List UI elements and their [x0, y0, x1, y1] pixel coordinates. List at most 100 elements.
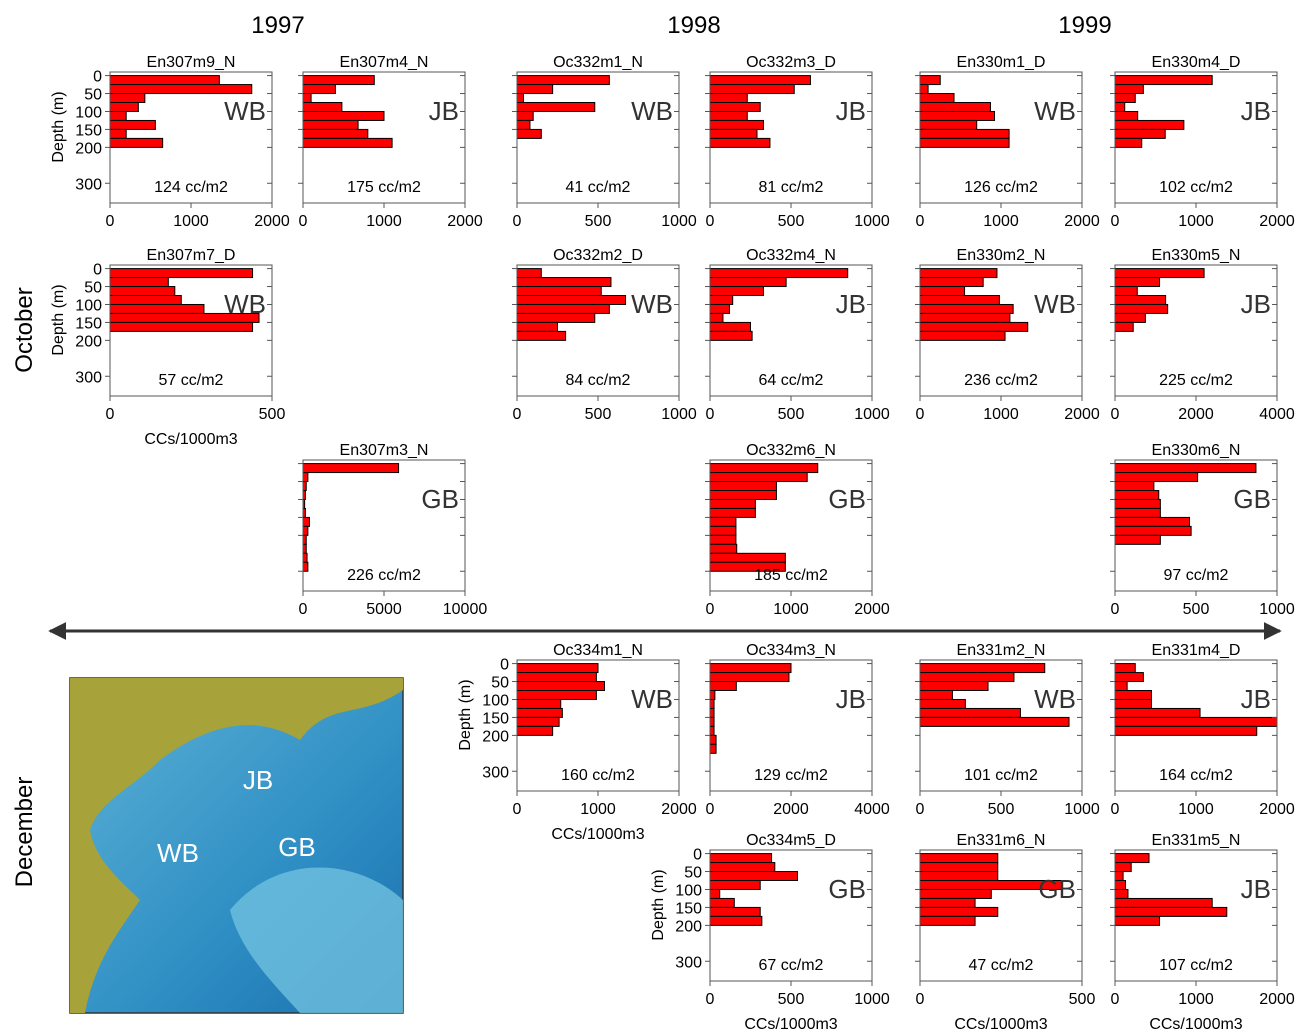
bar [302, 84, 336, 95]
bar [709, 681, 737, 692]
x-axis-label: CCs/1000m3 [144, 431, 237, 448]
x-tick-label: 0 [299, 601, 308, 618]
bar [919, 137, 1010, 148]
x-tick-label: 1000 [580, 801, 616, 818]
year-label: 1997 [251, 12, 304, 39]
bar [516, 681, 605, 692]
bar [516, 716, 560, 727]
y-tick-label: 300 [75, 369, 102, 386]
x-tick-label: 1000 [366, 213, 402, 230]
bar [1114, 321, 1134, 332]
panel: 0 1000 2000 En330m4_D JB 102 cc/m2 [1110, 54, 1295, 230]
bar [1114, 915, 1161, 926]
x-tick-label: 1000 [173, 213, 209, 230]
bar [709, 543, 738, 554]
basin-label: JB [1241, 96, 1271, 126]
y-tick-label: 100 [482, 692, 509, 709]
bar [302, 110, 385, 121]
panel-title: En330m2_N [957, 247, 1046, 264]
panel: 0 500 1000 Oc332m2_D WB 84 cc/m2 [512, 247, 697, 423]
bar [709, 463, 819, 474]
panel: 0 1000 2000 Oc332m6_N GB 185 cc/m2 [705, 442, 890, 618]
y-tick-label: 0 [93, 69, 102, 86]
x-tick-label: 10000 [443, 601, 488, 618]
bar [516, 698, 562, 709]
bar [109, 93, 146, 104]
bar [709, 552, 786, 563]
x-tick-label: 0 [916, 801, 925, 818]
basin-label: GB [1233, 484, 1271, 514]
y-tick-label: 100 [675, 882, 702, 899]
bar [302, 119, 359, 130]
bar [709, 268, 849, 279]
bar [302, 128, 369, 139]
bar [516, 330, 567, 341]
y-tick-label: 200 [482, 728, 509, 745]
basin-label: WB [224, 289, 266, 319]
bar [1114, 716, 1278, 727]
bar [709, 295, 734, 305]
bar [1114, 84, 1144, 95]
total-label: 185 cc/m2 [754, 567, 828, 584]
bar [709, 312, 724, 323]
bar [516, 84, 554, 95]
x-tick-label: 1000 [1178, 991, 1214, 1008]
x-tick-label: 2000 [773, 801, 809, 818]
total-label: 101 cc/m2 [964, 767, 1038, 784]
bar [1114, 507, 1161, 518]
panel-title: En307m3_N [340, 442, 429, 459]
x-tick-label: 500 [259, 406, 286, 423]
basin-label: WB [1034, 684, 1076, 714]
x-tick-label: 0 [106, 406, 115, 423]
x-tick-label: 0 [916, 991, 925, 1008]
bar [1114, 698, 1152, 709]
total-label: 47 cc/m2 [969, 957, 1034, 974]
x-axis-label: CCs/1000m3 [551, 826, 644, 843]
panel: 0 5000 10000 En307m3_N GB 226 cc/m2 [298, 442, 487, 618]
y-tick-label: 300 [675, 954, 702, 971]
x-tick-label: 1000 [854, 213, 890, 230]
x-tick-label: 1000 [661, 213, 697, 230]
bar [1114, 871, 1124, 882]
x-tick-label: 500 [778, 213, 805, 230]
bar [1114, 888, 1129, 899]
x-tick-label: 1000 [1064, 801, 1100, 818]
bar [919, 663, 1046, 674]
bar [1114, 672, 1144, 683]
x-tick-label: 4000 [1259, 406, 1295, 423]
panel-title: Oc332m3_D [746, 54, 836, 71]
basin-label: GB [828, 874, 866, 904]
basin-label: WB [631, 684, 673, 714]
x-tick-label: 0 [706, 406, 715, 423]
bar [1114, 725, 1258, 736]
total-label: 107 cc/m2 [1159, 957, 1233, 974]
bar [302, 93, 312, 104]
total-label: 102 cc/m2 [1159, 179, 1233, 196]
panel-title: En307m9_N [147, 54, 236, 71]
bar [1114, 534, 1161, 545]
bar [919, 707, 1021, 718]
basin-label: WB [631, 96, 673, 126]
bar [1114, 110, 1139, 121]
panel: 0 500 1000 Oc332m3_D JB 81 cc/m2 [705, 54, 890, 230]
bar [709, 906, 761, 917]
bar [709, 690, 716, 700]
bar [109, 286, 176, 297]
bar [516, 268, 542, 279]
bar [109, 128, 127, 139]
x-tick-label: 500 [585, 406, 612, 423]
bar [709, 277, 787, 288]
year-label: 1999 [1058, 12, 1111, 39]
bar [109, 75, 220, 86]
bar [302, 516, 310, 527]
plot-frame [109, 264, 273, 397]
total-label: 57 cc/m2 [159, 372, 224, 389]
map-label: GB [278, 832, 316, 862]
bar [709, 137, 771, 148]
bar [516, 93, 524, 104]
bar [709, 507, 756, 518]
bar [709, 119, 764, 130]
basin-label: WB [631, 289, 673, 319]
x-tick-label: 500 [585, 213, 612, 230]
